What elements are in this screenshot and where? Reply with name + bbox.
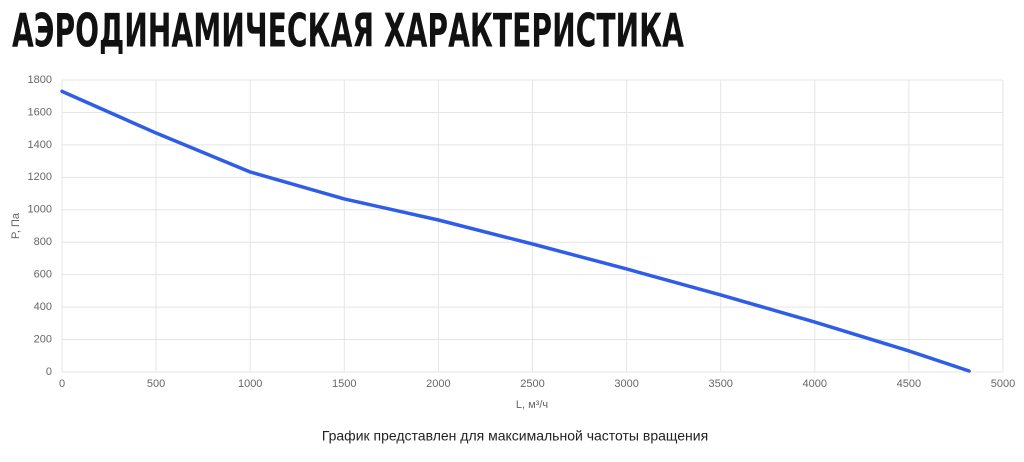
x-tick-label: 3500 (708, 378, 732, 390)
x-axis-label: L, м³/ч (516, 399, 548, 411)
y-tick-label: 400 (34, 301, 52, 313)
x-tick-label: 2000 (426, 378, 450, 390)
y-tick-label: 1400 (28, 139, 52, 151)
y-tick-label: 1800 (28, 74, 52, 86)
y-tick-label: 600 (34, 269, 52, 281)
x-tick-label: 3000 (614, 378, 638, 390)
y-tick-label: 0 (46, 366, 52, 378)
page-title: АЭРОДИНАМИЧЕСКАЯ ХАРАКТЕРИСТИКА (12, 4, 684, 58)
x-tick-label: 500 (147, 378, 165, 390)
y-tick-label: 800 (34, 236, 52, 248)
y-tick-label: 1200 (28, 171, 52, 183)
x-tick-label: 4000 (803, 378, 827, 390)
y-tick-label: 1600 (28, 106, 52, 118)
x-tick-label: 5000 (991, 378, 1015, 390)
data-line (60, 89, 971, 373)
x-tick-label: 2500 (520, 378, 544, 390)
x-tick-label: 1000 (238, 378, 262, 390)
y-tick-label: 1000 (28, 204, 52, 216)
x-tick-label: 0 (59, 378, 65, 390)
caption: График представлен для максимальной част… (322, 428, 708, 444)
x-tick-label: 1500 (332, 378, 356, 390)
y-tick-label: 200 (34, 333, 52, 345)
x-tick-label: 4500 (897, 378, 921, 390)
y-axis-label: P, Па (10, 212, 22, 239)
